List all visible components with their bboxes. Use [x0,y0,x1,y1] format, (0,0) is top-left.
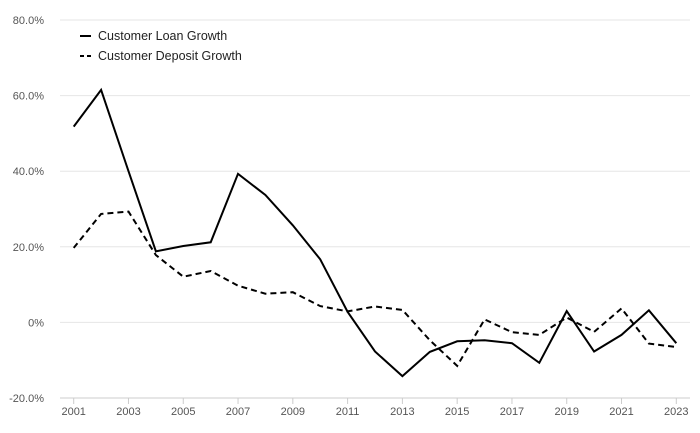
series-line-loan-growth [72,87,678,378]
x-tick-label: 2003 [116,406,140,418]
y-tick-label: 40.0% [13,166,44,178]
y-tick-label: 0% [28,317,44,329]
x-tick-label: 2015 [445,406,469,418]
y-tick-label: -20.0% [9,393,44,405]
x-tick-label: 2013 [390,406,414,418]
legend: Customer Loan Growth Customer Deposit Gr… [80,29,242,63]
y-axis-tick-labels: -20.0% 0% 20.0% 40.0% 60.0% 80.0% [9,15,44,405]
series-line-deposit-growth [72,210,677,368]
x-tick-label: 2019 [554,406,578,418]
x-tick-label: 2001 [61,406,85,418]
legend-label-deposit: Customer Deposit Growth [98,49,242,63]
x-tick-label: 2005 [171,406,195,418]
x-tick-label: 2011 [336,406,360,418]
x-axis-tick-labels: 2001 2003 2005 2007 2009 2011 2013 2015 2017 2019… [61,406,688,418]
x-tick-label: 2017 [500,406,524,418]
gridlines [60,19,690,323]
x-tick-label: 2021 [609,406,633,418]
x-tick-label: 2009 [281,406,305,418]
x-axis [60,397,690,404]
x-tick-label: 2007 [226,406,250,418]
series-lines [72,87,678,378]
y-tick-label: 60.0% [13,91,44,103]
legend-label-loan: Customer Loan Growth [98,29,227,43]
y-tick-label: 20.0% [13,242,44,254]
x-tick-label: 2023 [664,406,688,418]
y-tick-label: 80.0% [13,15,44,27]
